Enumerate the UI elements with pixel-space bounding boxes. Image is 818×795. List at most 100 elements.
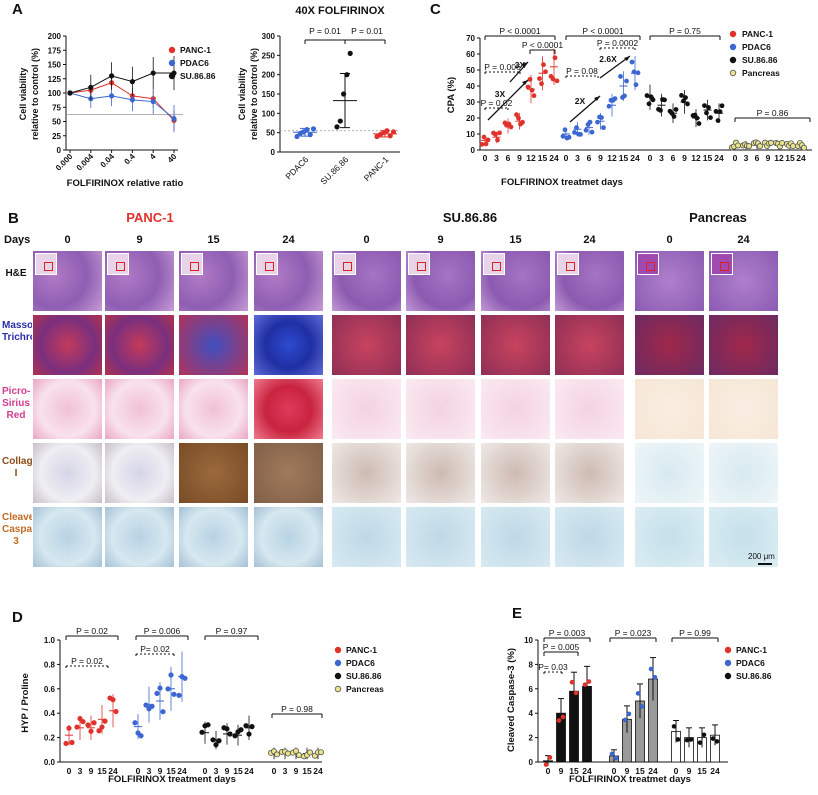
group-title-0: PANC-1 bbox=[126, 210, 174, 225]
panel-a-scatter-point bbox=[340, 91, 347, 97]
panel-c-arrowhead bbox=[522, 80, 528, 85]
panel-d-point bbox=[96, 728, 102, 734]
panel-d-p-value: P = 0.98 bbox=[281, 704, 313, 714]
histology-tile bbox=[405, 378, 476, 440]
panel-c-y-tick-label: 40 bbox=[466, 82, 475, 91]
group-title-2: Pancreas bbox=[689, 210, 747, 225]
panel-c-point bbox=[644, 93, 650, 98]
panel-a-point bbox=[129, 79, 135, 85]
panel-d-day-tick: 3 bbox=[283, 766, 288, 776]
panel-d-point bbox=[102, 718, 108, 724]
stain-row-label: Cleaved Caspase-3 bbox=[2, 512, 47, 547]
day-column-label: 0 bbox=[64, 234, 71, 246]
panel-d-point bbox=[165, 686, 171, 692]
region-marker bbox=[44, 262, 53, 271]
panel-c-point bbox=[483, 141, 489, 147]
panel-c-point bbox=[702, 103, 707, 108]
panel-d-point bbox=[138, 733, 144, 739]
panel-e-p-value: P = 0.023 bbox=[615, 628, 652, 638]
panel-c-day-tick: 15 bbox=[703, 153, 713, 163]
panel-c-y-tick-label: 10 bbox=[466, 130, 475, 139]
panel-d-y-tick-label: 0.4 bbox=[44, 709, 56, 718]
panel-d-p-value: P = 0.02 bbox=[76, 626, 108, 636]
legend-marker bbox=[334, 646, 342, 654]
panel-c-day-tick: 24 bbox=[714, 153, 724, 163]
panel-d-point bbox=[154, 690, 160, 697]
histology-tile bbox=[104, 442, 175, 504]
legend-marker bbox=[729, 43, 737, 51]
panel-c-point bbox=[735, 142, 742, 149]
panel-e-y-tick-label: 0 bbox=[529, 758, 534, 767]
panel-d-point bbox=[292, 748, 299, 755]
panel-a-point bbox=[109, 73, 115, 79]
panel-c-day-tick: 9 bbox=[598, 153, 603, 163]
panel-d-day-tick: 24 bbox=[244, 766, 254, 776]
panel-a-scatter-y-label: relative to control (%) bbox=[249, 48, 259, 140]
histology-tile bbox=[480, 442, 551, 504]
panel-e-point bbox=[652, 675, 658, 680]
panel-d-day-tick: 15 bbox=[233, 766, 243, 776]
panel-a-series-line bbox=[69, 82, 175, 121]
panel-c-point bbox=[554, 78, 560, 84]
panel-d-day-tick: 24 bbox=[313, 766, 323, 776]
panel-e-legend-label: PANC-1 bbox=[736, 645, 767, 655]
panel-d-point bbox=[132, 720, 138, 726]
panel-c-point bbox=[566, 134, 572, 140]
panel-c-y-tick-label: 20 bbox=[466, 114, 475, 123]
panel-d-point bbox=[160, 709, 166, 715]
panel-d-point bbox=[143, 702, 149, 708]
panel-a-x-tick-label: 0.4 bbox=[123, 152, 138, 167]
panel-d-day-tick: 9 bbox=[225, 766, 230, 776]
panel-a-scatter-point bbox=[304, 126, 310, 133]
panel-c-point bbox=[624, 78, 629, 84]
panel-d-point bbox=[199, 729, 205, 735]
histology-tile bbox=[32, 378, 103, 440]
panel-d-point bbox=[238, 727, 244, 733]
panel-c-y-label: CPA (%) bbox=[446, 77, 457, 113]
panel-e-point bbox=[556, 718, 562, 723]
panel-d-legend-label: PDAC6 bbox=[346, 658, 375, 668]
panel-e-point bbox=[543, 762, 549, 767]
panel-c-point bbox=[683, 95, 688, 101]
panel-c-point bbox=[713, 108, 719, 114]
histology-tile bbox=[634, 506, 705, 568]
panel-c-point bbox=[612, 96, 618, 102]
panel-c-arrowhead bbox=[624, 56, 630, 61]
panel-a-line-y-tick-label: 0 bbox=[57, 146, 62, 155]
panel-e-p-value: P= 0.03 bbox=[538, 662, 568, 672]
panel-d-day-tick: 9 bbox=[158, 766, 163, 776]
panel-d-point bbox=[85, 722, 91, 728]
histology-tile bbox=[708, 506, 779, 568]
panel-e-y-tick-label: 8 bbox=[529, 660, 534, 669]
panel-e-day-tick: 9 bbox=[625, 766, 630, 776]
panel-d-point bbox=[80, 718, 86, 725]
panel-d-point bbox=[284, 750, 291, 757]
panel-d-point bbox=[113, 708, 119, 715]
panel-c-point bbox=[495, 137, 500, 143]
panel-e-point bbox=[613, 755, 619, 761]
panel-a-scatter-y-tick-label: 250 bbox=[262, 51, 276, 60]
thumbnail-inset bbox=[181, 253, 203, 275]
histology-tile bbox=[331, 506, 402, 568]
panel-e-day-tick: 0 bbox=[612, 766, 617, 776]
panel-c-fold-label: 2X bbox=[575, 96, 586, 106]
panel-a-scatter-y-tick-label: 150 bbox=[262, 90, 276, 99]
panel-a-scatter-y-tick-label: 300 bbox=[262, 32, 276, 41]
panel-c-point bbox=[529, 87, 535, 93]
panel-d-point bbox=[88, 728, 94, 734]
panel-d-point bbox=[110, 697, 116, 703]
panel-c-point bbox=[543, 69, 548, 75]
panel-c-day-tick: 6 bbox=[755, 153, 760, 163]
panel-d-point bbox=[176, 692, 182, 698]
thumbnail-inset bbox=[256, 253, 278, 275]
days-label: Days bbox=[4, 234, 31, 246]
histology-tile bbox=[405, 314, 476, 376]
panel-d-p-value: P = 0.02 bbox=[71, 656, 103, 666]
panel-c-y-tick-label: 60 bbox=[466, 50, 475, 59]
panel-a-scatter-point bbox=[390, 129, 397, 135]
panel-a-letter: A bbox=[12, 1, 23, 18]
panel-d-point bbox=[243, 723, 249, 729]
panel-e-point bbox=[582, 682, 588, 687]
region-marker bbox=[720, 262, 729, 271]
panel-c-y-tick-label: 0 bbox=[471, 146, 476, 155]
